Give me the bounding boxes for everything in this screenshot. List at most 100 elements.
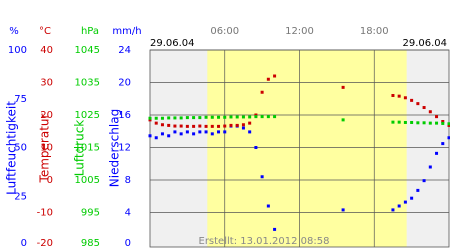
data-point [441, 142, 445, 146]
data-point [410, 98, 414, 102]
data-point [241, 123, 245, 127]
data-point [179, 132, 183, 136]
y-tick-label: 40 [40, 45, 53, 56]
data-point [447, 123, 450, 127]
data-point [167, 116, 171, 120]
data-point [260, 115, 264, 119]
data-point [391, 94, 395, 97]
data-point [435, 115, 439, 119]
data-point [217, 130, 221, 134]
data-point [341, 118, 345, 122]
data-point [416, 188, 420, 192]
data-point [410, 120, 414, 124]
data-point [435, 121, 439, 125]
data-point [185, 116, 189, 120]
y-tick-label: 985 [81, 238, 100, 249]
data-point [422, 106, 426, 110]
data-point [192, 124, 196, 128]
data-point [210, 132, 214, 136]
data-point [223, 124, 227, 128]
data-point [428, 165, 432, 169]
data-point [397, 94, 401, 98]
data-point [235, 115, 239, 119]
data-point [266, 77, 270, 81]
data-point [428, 110, 432, 114]
data-point [391, 120, 395, 124]
data-point [148, 134, 152, 138]
data-point [154, 116, 158, 120]
data-point [273, 74, 277, 78]
data-point [254, 146, 258, 149]
data-point [254, 113, 258, 117]
data-point [154, 121, 158, 125]
data-point [204, 130, 208, 134]
data-point [223, 130, 227, 134]
data-point [148, 118, 152, 122]
plot-border [149, 49, 450, 248]
y-tick-label: 1025 [75, 110, 100, 121]
y-tick-label: 0 [125, 238, 131, 249]
data-point [198, 116, 202, 120]
data-point [154, 136, 158, 140]
data-point [198, 130, 202, 134]
data-point [192, 132, 196, 136]
data-point [173, 130, 177, 134]
axis-unit: °C [39, 26, 51, 37]
data-point [266, 204, 270, 208]
x-tick-label: 12:00 [285, 26, 314, 37]
data-point [241, 115, 245, 119]
data-point [223, 115, 227, 119]
y-tick-label: 8 [125, 175, 131, 186]
date-left: 29.06.04 [150, 38, 195, 49]
axis-title: Temperatur [38, 113, 52, 183]
data-point [160, 116, 164, 120]
y-tick-label: 20 [40, 110, 53, 121]
y-tick-label: 25 [14, 191, 27, 202]
data-point [341, 85, 345, 89]
data-point [410, 196, 414, 200]
data-point [341, 208, 345, 212]
x-tick-label: 06:00 [210, 26, 239, 37]
data-point [441, 120, 445, 123]
date-right: 29.06.04 [402, 38, 447, 49]
data-point [416, 102, 420, 106]
y-tick-label: 24 [118, 45, 131, 56]
axis-unit: hPa [81, 26, 99, 37]
data-point [254, 115, 258, 119]
data-point [441, 121, 445, 125]
data-point [241, 126, 245, 130]
y-tick-label: 0 [47, 175, 53, 186]
data-point [204, 115, 208, 119]
y-tick-label: 12 [118, 143, 131, 154]
y-tick-label: 75 [14, 94, 27, 105]
y-tick-label: 20 [118, 78, 131, 89]
y-tick-label: 0 [21, 238, 27, 249]
data-point [235, 123, 239, 127]
data-point [198, 124, 202, 128]
y-tick-label: 4 [125, 208, 131, 219]
data-point [260, 90, 264, 94]
data-point [248, 115, 252, 119]
y-tick-label: 100 [8, 45, 27, 56]
data-point [210, 115, 214, 119]
y-tick-label: 1005 [75, 175, 100, 186]
y-tick-label: 30 [40, 78, 53, 89]
data-point [397, 204, 401, 208]
y-tick-label: 1035 [75, 78, 100, 89]
y-tick-label: 10 [40, 143, 53, 154]
data-point [173, 116, 177, 120]
data-point [273, 227, 277, 231]
data-point [248, 130, 252, 134]
data-point [204, 124, 208, 128]
data-point [148, 116, 152, 120]
y-tick-label: 1045 [75, 45, 100, 56]
data-point [403, 96, 407, 100]
data-point [391, 208, 395, 212]
data-point [435, 151, 439, 155]
axis-title: Luftfeuchtigkeit [5, 101, 19, 195]
y-tick-label: 50 [14, 143, 27, 154]
axis-unit: % [9, 26, 19, 37]
data-point [273, 115, 277, 119]
data-point [217, 124, 221, 128]
